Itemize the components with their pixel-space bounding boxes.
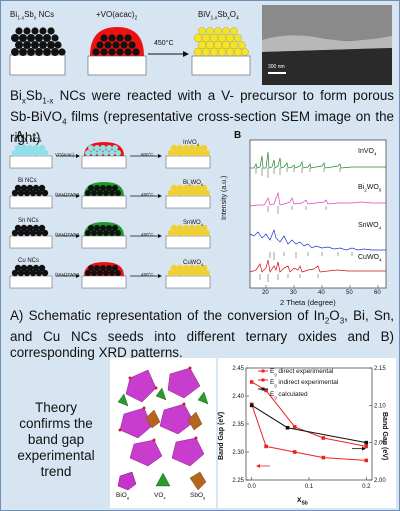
left-tick-label: 2.25 <box>232 478 244 484</box>
right-arrow-head <box>362 446 366 451</box>
xrd-label-snwo4: SnWO4 <box>358 222 382 231</box>
x-tick-label: 0.0 <box>248 484 257 490</box>
row1-product: InVO4 <box>183 140 199 148</box>
xrd-xtick-0: 20 <box>262 290 269 296</box>
row1-name: In2O3 NCs <box>14 138 42 146</box>
xrd-label-invo4: InVO4 <box>358 148 377 157</box>
data-point <box>292 450 297 454</box>
temp-label: 450°C <box>154 40 174 47</box>
x-tick-label: 0.1 <box>305 484 314 490</box>
sem-scale-bar <box>268 72 286 74</box>
crystal-structure <box>110 358 216 508</box>
row4-temp: 450°C <box>141 272 154 277</box>
data-point <box>364 444 369 449</box>
legend-marker <box>261 387 265 391</box>
row1-temp: 800°C <box>141 152 154 157</box>
row1-reagent: VO(acac) <box>55 152 75 157</box>
row2-name: Bi NCs <box>18 178 37 184</box>
xrd-ylabel: Intensity (a.u.) <box>221 175 228 220</box>
right-tick-label: 2.00 <box>374 478 386 484</box>
data-point <box>321 455 326 460</box>
legend-item-calculated: Eg calculated <box>270 390 308 399</box>
series-line-2 <box>251 404 367 444</box>
band-legend: Eg direct experimental Eg indirect exper… <box>270 367 338 401</box>
xrd-label-cuwo4: CuWO4 <box>358 254 382 263</box>
data-point <box>364 440 369 445</box>
left-tick-label: 2.40 <box>232 394 244 400</box>
xrd-xtick-4: 60 <box>374 290 381 296</box>
row3-temp: 450°C <box>141 232 154 237</box>
band-gap-chart: 2.45 2.40 2.35 2.30 2.25 2.15 2.10 2.05 2.00 0.0 0… <box>232 366 386 490</box>
left-tick-label: 2.30 <box>232 450 244 456</box>
left-arrow-head <box>256 464 260 468</box>
caption-2: A) Schematic representation of the conve… <box>10 308 394 360</box>
xrd-panel <box>249 139 387 289</box>
xrd-xtick-3: 50 <box>346 290 353 296</box>
step2-label: +VO(acac)2 <box>96 10 138 22</box>
legend-marker <box>261 369 265 373</box>
data-point <box>285 425 290 430</box>
row-4 <box>9 262 211 289</box>
row3-name: Sn NCs <box>18 218 39 224</box>
panel-a-label: A <box>16 130 24 141</box>
top-scheme <box>9 5 392 85</box>
step1-label: Bi1-xSbx NCs <box>10 10 55 22</box>
panel-a-scheme <box>9 142 211 289</box>
data-point <box>321 436 326 440</box>
x-tick-label: 0.2 <box>362 484 371 490</box>
step3-label: BiV1-xSbxO4 <box>198 10 239 22</box>
band-ylabel-left: Band Gap (eV) <box>218 411 225 460</box>
row2-reagent: (NH4)2WS4 <box>55 192 80 197</box>
data-point <box>292 425 297 429</box>
row-2 <box>9 182 211 209</box>
left-tick-label: 2.35 <box>232 422 244 428</box>
theory-text: Theory confirms the band gap experimenta… <box>17 400 95 479</box>
row2-product: Bi2WO6 <box>183 180 204 188</box>
xrd-xtick-1: 30 <box>290 290 297 296</box>
substrate-2 <box>87 55 147 76</box>
legend-marker <box>261 378 265 382</box>
row-3 <box>9 222 211 249</box>
row3-reagent: (NH4)2WS4 <box>55 232 80 237</box>
band-xlabel: xSb <box>297 495 308 507</box>
xrd-xtick-2: 40 <box>318 290 325 296</box>
crystal-label-vo4: VO4 <box>154 492 166 501</box>
left-tick-label: 2.45 <box>232 366 244 372</box>
right-tick-label: 2.10 <box>374 403 386 409</box>
row3-product: SnWO4 <box>183 220 203 228</box>
crystal-label-sbo8: SbO8 <box>190 492 206 501</box>
row4-name: Cu NCs <box>18 258 40 264</box>
row4-product: CuWO4 <box>183 260 204 268</box>
data-point <box>264 444 268 449</box>
data-point <box>249 380 254 384</box>
data-point <box>364 458 369 463</box>
crystal-label-bio8: BiO8 <box>116 492 130 501</box>
nc-layer-1 <box>11 27 66 56</box>
band-ylabel-right: Band Gap (eV) <box>381 412 388 461</box>
row-1 <box>9 142 211 169</box>
data-point <box>249 403 254 408</box>
xrd-label-bi2wo6: Bi2WO6 <box>358 184 382 193</box>
substrate-3 <box>191 55 251 76</box>
right-tick-label: 2.15 <box>374 366 386 372</box>
legend-item-indirect: Eg indirect experimental <box>270 379 339 388</box>
xrd-xlabel: 2 Theta (degree) <box>280 298 336 307</box>
right-tick-label: 2.05 <box>374 441 386 447</box>
band-gap-chart-bg <box>218 358 396 508</box>
row2-temp: 450°C <box>141 192 154 197</box>
sem-scale-label: 300 nm <box>268 64 285 70</box>
substrate-1 <box>9 54 66 76</box>
caption-1: BixSb1-x NCs were reacted with a V- prec… <box>10 88 394 146</box>
data-point <box>264 388 268 393</box>
legend-item-direct: Eg direct experimental <box>270 368 334 377</box>
panel-b-label: B <box>234 130 242 141</box>
row4-reagent: (NH4)2WS4 <box>55 272 80 277</box>
